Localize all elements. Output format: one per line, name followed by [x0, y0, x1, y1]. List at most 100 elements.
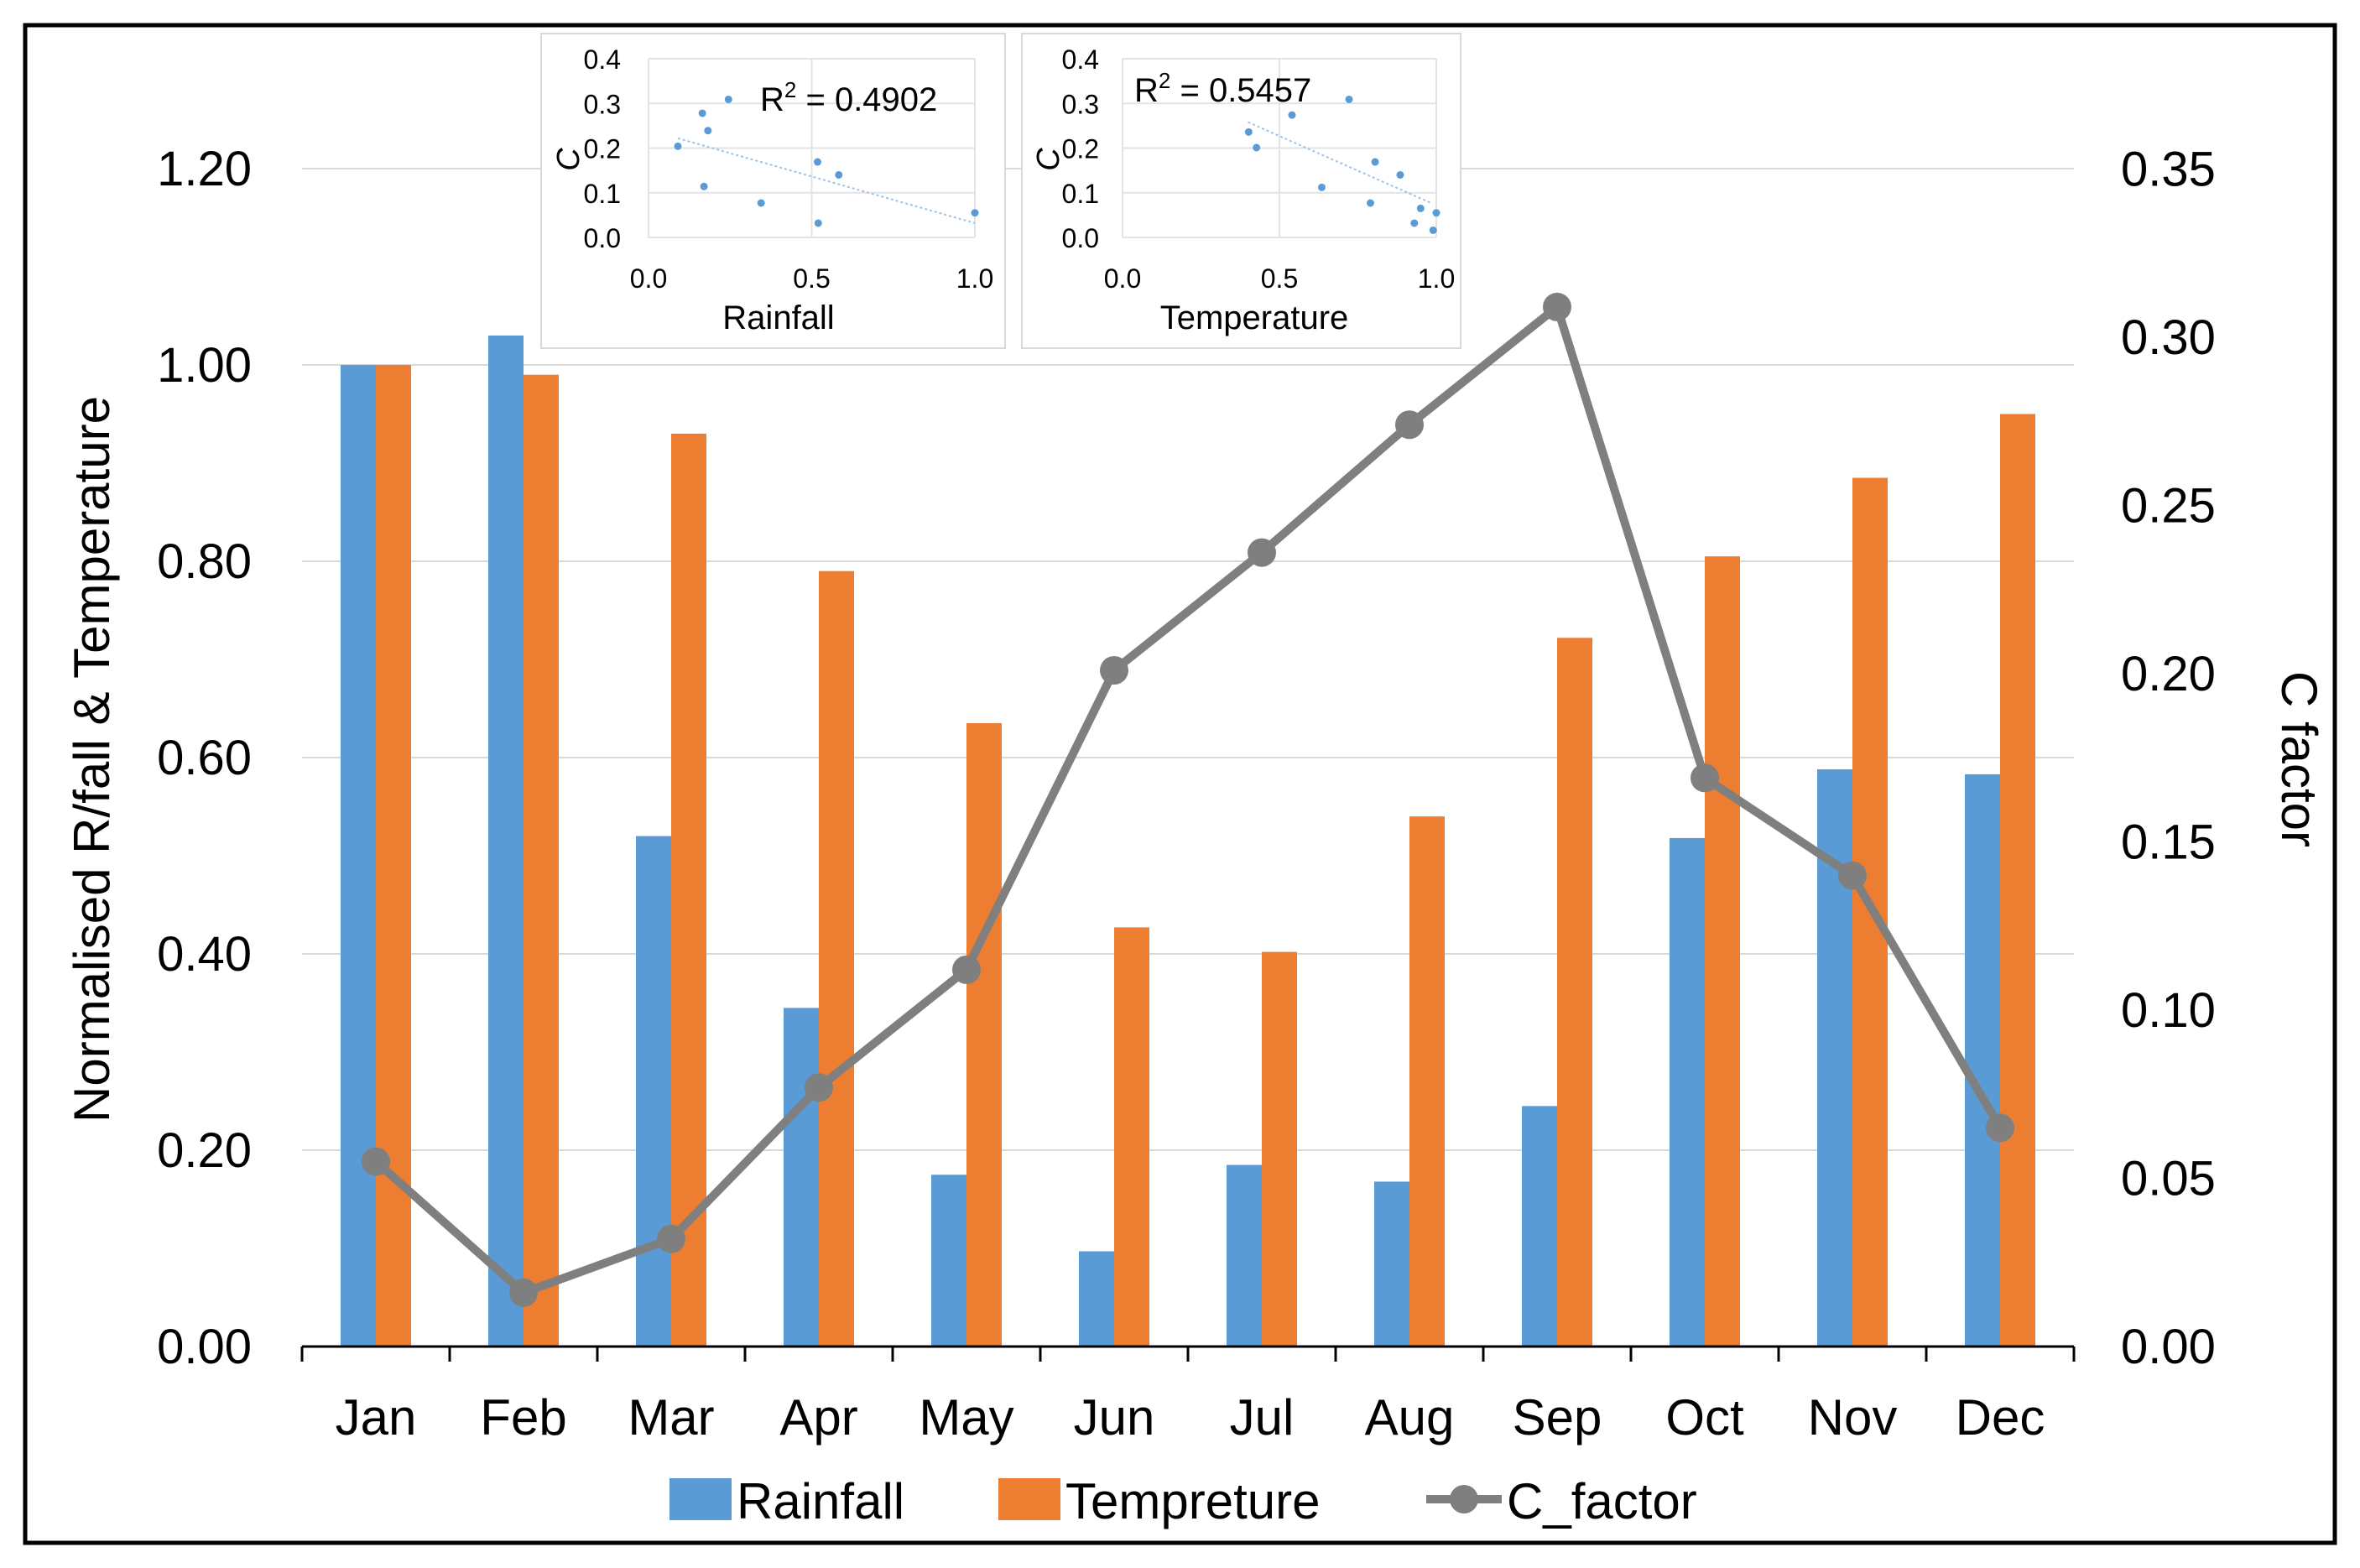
inset-x-tick-label: 1.0 [1418, 263, 1455, 294]
inset-scatter-point [1429, 226, 1437, 234]
x-tick-label: Jun [1074, 1389, 1155, 1446]
inset-scatter-point [698, 109, 706, 117]
x-tick-label: Dec [1956, 1389, 2045, 1446]
bar-rainfall [1227, 1164, 1262, 1347]
bar-tempreture [1705, 556, 1740, 1347]
legend-label-c-factor: C_factor [1507, 1473, 1697, 1529]
y-right-tick-label: 0.05 [2121, 1152, 2216, 1206]
y-left-tick-label: 0.20 [157, 1123, 252, 1178]
bar-tempreture [1557, 638, 1592, 1347]
bar-rainfall [1670, 837, 1705, 1347]
bar-tempreture [1409, 816, 1445, 1347]
bar-rainfall [488, 335, 524, 1347]
bar-rainfall [636, 836, 671, 1347]
c-factor-point [805, 1073, 833, 1102]
inset-rainfall-ylabel: C [551, 148, 586, 171]
inset-temperature-annotation-rest: = 0.5457 [1170, 72, 1311, 109]
legend-swatch-rainfall [669, 1478, 732, 1520]
inset-x-tick-label: 1.0 [956, 263, 993, 294]
bar-rainfall [341, 365, 376, 1347]
y-right-tick-label: 0.15 [2121, 815, 2216, 870]
x-tick-label: Jan [336, 1389, 417, 1446]
inset-y-tick-label: 0.4 [584, 44, 621, 75]
inset-scatter-point [1244, 128, 1253, 136]
y-axis-left-title: Normalised R/fall & Temperature [64, 396, 120, 1123]
inset-y-tick-label: 0.0 [1062, 223, 1099, 253]
inset-x-tick-label: 0.5 [793, 263, 830, 294]
inset-x-tick-label: 0.5 [1261, 263, 1298, 294]
bar-tempreture [2000, 414, 2035, 1347]
inset-scatter-point [971, 209, 979, 217]
bar-rainfall [1965, 774, 2000, 1347]
y-right-tick-label: 0.00 [2121, 1320, 2216, 1374]
inset-scatter-point [814, 158, 822, 166]
c-factor-series-line [372, 302, 2004, 1297]
inset-temperature-scatter: 0.0 0.1 0.2 0.3 0.4 0.0 0.5 1.0 R2 = 0.5457 Tem… [1021, 33, 1461, 349]
c-factor-point [1100, 655, 1128, 685]
c-factor-point [1395, 410, 1424, 440]
inset-y-tick-label: 0.3 [1062, 89, 1099, 119]
inset-y-tick-label: 0.4 [1062, 44, 1099, 75]
y-right-tick-label: 0.20 [2121, 647, 2216, 701]
y-left-tick-label: 1.00 [157, 338, 252, 393]
y-right-tick-label: 0.35 [2121, 143, 2216, 197]
y-axis-left: 0.00 0.20 0.40 0.60 0.80 1.00 1.20 [157, 142, 252, 1374]
inset-scatter-point [700, 182, 708, 190]
inset-trendline [677, 137, 976, 224]
y-right-tick-label: 0.10 [2121, 983, 2216, 1038]
inset-y-tick-label: 0.1 [584, 179, 621, 209]
bar-rainfall [1374, 1181, 1409, 1347]
y-right-tick-label: 0.25 [2121, 479, 2216, 534]
c-factor-point [1543, 292, 1571, 321]
x-tick-label: Sep [1513, 1389, 1602, 1446]
inset-scatter-point [835, 170, 843, 179]
bar-tempreture [1114, 927, 1149, 1347]
bar-rainfall [784, 1008, 819, 1347]
inset-scatter-point [704, 127, 712, 135]
bar-tempreture [1262, 951, 1297, 1347]
inset-x-tick-label: 0.0 [1104, 263, 1141, 294]
inset-temperature-ylabel: C [1031, 148, 1066, 171]
x-tick-label: Apr [779, 1389, 857, 1446]
inset-rainfall-frame [540, 33, 1006, 349]
inset-scatter-point [1416, 204, 1425, 212]
y-left-tick-label: 0.00 [157, 1320, 252, 1374]
y-axis-right: 0.00 0.05 0.10 0.15 0.20 0.25 0.30 0.35 [2121, 143, 2216, 1375]
bars [341, 335, 2035, 1347]
inset-temperature-annotation-sup: 2 [1159, 68, 1170, 93]
inset-y-tick-label: 0.2 [1062, 134, 1099, 164]
c-factor-point [1691, 763, 1719, 793]
c-factor-point [509, 1278, 538, 1307]
inset-rainfall-annotation-sup: 2 [784, 77, 796, 102]
inset-scatter-point [757, 199, 765, 207]
inset-rainfall-annotation-rest: = 0.4902 [796, 81, 937, 118]
bar-rainfall [1522, 1106, 1557, 1347]
inset-y-tick-label: 0.1 [1062, 179, 1099, 209]
x-tick-label: Oct [1665, 1389, 1744, 1446]
y-left-tick-label: 1.20 [157, 142, 252, 196]
inset-scatter-point [724, 95, 732, 103]
x-axis: Jan Feb Mar Apr May Jun Jul Aug Sep Oct Nov Dec [300, 1345, 2076, 1446]
inset-rainfall-xlabel: Rainfall [722, 300, 834, 336]
inset-rainfall-scatter: 0.0 0.1 0.2 0.3 0.4 0.0 0.5 1.0 R2 = 0.4902 Rai… [540, 33, 1006, 349]
y-left-tick-label: 0.40 [157, 927, 252, 982]
c-factor-point [1248, 538, 1276, 567]
c-factor-point [1986, 1113, 2014, 1143]
x-tick-label: Aug [1365, 1389, 1455, 1446]
inset-scatter-point [1396, 170, 1404, 179]
inset-temperature-annotation-base: R [1134, 72, 1159, 109]
bar-tempreture [966, 723, 1002, 1347]
inset-temperature-xlabel: Temperature [1160, 300, 1349, 336]
legend: Rainfall Tempreture C_factor [669, 1473, 1697, 1529]
inset-scatter-point [1366, 199, 1374, 207]
c-factor-point [1838, 861, 1867, 890]
inset-temperature-annotation: R2 = 0.5457 [1134, 68, 1311, 109]
bar-rainfall [1079, 1251, 1114, 1347]
inset-scatter-point [1371, 158, 1379, 166]
legend-swatch-tempreture [998, 1478, 1060, 1520]
bar-tempreture [671, 433, 706, 1347]
bar-rainfall [931, 1175, 966, 1347]
x-tick-label: Feb [480, 1389, 566, 1446]
bar-tempreture [376, 365, 411, 1347]
